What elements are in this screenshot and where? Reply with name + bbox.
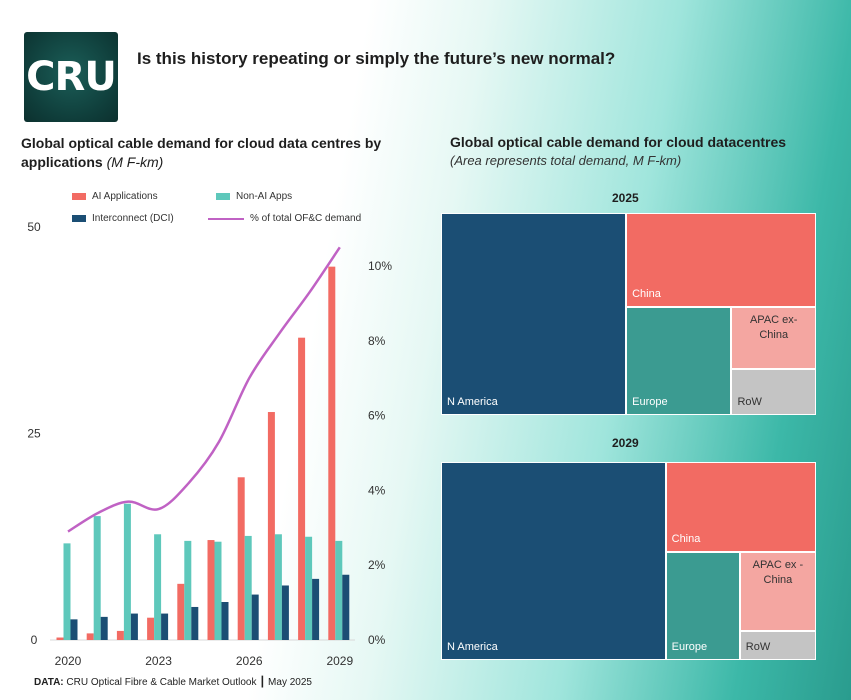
cru-logo: CRU (24, 32, 118, 122)
bar-interconnect-dci (100, 616, 108, 640)
line-pct-total-demand (67, 246, 341, 533)
bar-interconnect-dci (70, 619, 78, 640)
treemap-2029-europe (665, 552, 740, 660)
left-chart-title: Global optical cable demand for cloud da… (21, 134, 421, 172)
legend-label-dci: Interconnect (DCI) (92, 213, 174, 224)
bar-non-ai-apps (63, 543, 71, 640)
legend-swatch-dci (72, 215, 86, 222)
legend-label-ai: AI Applications (92, 191, 158, 202)
treemap-label-europe: Europe (671, 641, 708, 653)
y-right-tick-label: 6% (368, 409, 386, 423)
right-chart-subtitle: (Area represents total demand, M F-km) (450, 153, 682, 168)
treemap-label-row: RoW (737, 396, 762, 408)
legend-interconnect: Interconnect (DCI) (72, 213, 174, 224)
bar-ai-applications (56, 637, 64, 640)
treemap-2025-title: 2025 (612, 191, 639, 205)
bar-non-ai-apps (184, 540, 192, 640)
bar-ai-applications (116, 630, 124, 640)
bar-non-ai-apps (244, 535, 252, 640)
right-chart-title: Global optical cable demand for cloud da… (450, 134, 787, 150)
bar-non-ai-apps (93, 516, 101, 640)
bar-interconnect-dci (281, 585, 289, 640)
legend-swatch-ai (72, 193, 86, 200)
bar-interconnect-dci (161, 613, 169, 640)
y-right-tick-label: 4% (368, 483, 386, 497)
x-tick-label: 2020 (55, 654, 82, 668)
bar-interconnect-dci (342, 574, 350, 640)
y-left-tick-label: 0 (31, 633, 38, 647)
bar-interconnect-dci (221, 602, 229, 640)
treemap-label-apac-ex-china: APAC ex - China (752, 559, 804, 587)
bar-non-ai-apps (274, 534, 282, 640)
y-left-tick-label: 50 (27, 220, 41, 234)
treemap-2029-row (739, 631, 816, 660)
y-right-tick-label: 2% (368, 558, 386, 572)
bar-non-ai-apps (214, 541, 222, 640)
logo-text: CRU (26, 54, 117, 100)
bar-non-ai-apps (305, 536, 313, 640)
bar-ai-applications (267, 412, 275, 640)
bar-non-ai-apps (123, 503, 131, 640)
left-chart-title-text: Global optical cable demand for cloud da… (21, 135, 382, 170)
data-source: DATA: CRU Optical Fibre & Cable Market O… (34, 677, 312, 688)
left-chart-unit: (M F-km) (106, 154, 164, 170)
treemap-2025-europe (626, 307, 732, 415)
bar-interconnect-dci (312, 578, 320, 640)
treemap-2029-apac-ex-china (739, 552, 816, 632)
legend-non-ai-apps: Non-AI Apps (216, 191, 292, 202)
y-right-tick-label: 10% (368, 259, 392, 273)
bar-interconnect-dci (251, 594, 259, 640)
treemap-label-china: China (671, 533, 701, 546)
treemap-2025-china (626, 213, 816, 308)
y-right-tick-label: 8% (368, 334, 386, 348)
bar-ai-applications (237, 477, 245, 640)
x-tick-label: 2023 (145, 654, 172, 668)
treemap-label-apac-ex-china: APAC ex-China (749, 314, 798, 342)
treemap-label-china: China (632, 288, 661, 301)
legend-ai-applications: AI Applications (72, 191, 158, 202)
legend-label-pct: % of total OF&C demand (250, 213, 362, 224)
treemap-2025-row (731, 368, 816, 415)
data-source-text: CRU Optical Fibre & Cable Market Outlook… (66, 677, 312, 688)
legend-label-non-ai: Non-AI Apps (236, 191, 293, 202)
bar-ai-applications (328, 266, 336, 640)
bar-interconnect-dci (191, 606, 199, 640)
treemap-2029-china (665, 462, 816, 553)
headline: Is this history repeating or simply the … (137, 49, 616, 68)
bar-ai-applications (177, 583, 185, 640)
treemap-2029-n-america (441, 462, 666, 660)
bar-ai-applications (207, 540, 215, 640)
bar-ai-applications (86, 633, 94, 640)
legend-swatch-non-ai (216, 193, 230, 200)
bar-ai-applications (147, 617, 155, 640)
treemap-2029-title: 2029 (612, 436, 639, 450)
treemap-label-n-america: N America (447, 396, 498, 408)
bar-ai-applications (298, 337, 306, 640)
bar-interconnect-dci (130, 613, 138, 640)
y-left-tick-label: 25 (27, 427, 41, 441)
y-right-tick-label: 0% (368, 633, 386, 647)
demand-by-application-chart: 0 25 50 0% 2% 4% 6% 8% 10% 2020 2023 2026 2029 (27, 220, 392, 668)
legend-swatch-pct (208, 217, 244, 220)
bar-non-ai-apps (335, 540, 343, 640)
treemap-label-n-america: N America (447, 641, 498, 653)
data-source-label: DATA: (34, 677, 64, 688)
treemap-label-row: RoW (745, 641, 771, 653)
legend-pct-total: % of total OF&C demand (208, 213, 361, 224)
x-tick-label: 2026 (236, 654, 263, 668)
treemap-2025-n-america (441, 213, 627, 415)
bar-non-ai-apps (154, 534, 162, 640)
treemap-2025-apac-ex-china (731, 307, 816, 369)
x-tick-label: 2029 (326, 654, 353, 668)
treemap-label-europe: Europe (632, 396, 668, 408)
